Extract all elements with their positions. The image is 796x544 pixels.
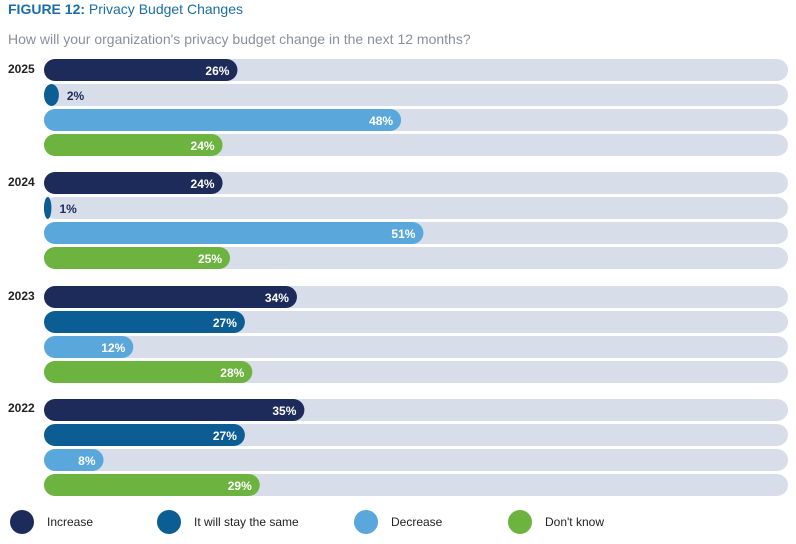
data-label-2023-increase: 34% (265, 291, 289, 305)
chart-title: FIGURE 12: Privacy Budget Changes (8, 1, 243, 17)
data-label-2025-dont_know: 24% (191, 139, 215, 153)
bar-2024-increase (44, 172, 223, 194)
bar-track-2022-decrease (44, 449, 788, 471)
legend-label-decrease: Decrease (391, 515, 443, 529)
bar-chart: 2025 26% 2% 48% 24% 2024 24% 1% 51% 25% 2023 34% 27%… (8, 59, 788, 496)
legend-label-increase: Increase (47, 515, 94, 529)
chart-subtitle: How will your organization's privacy bud… (8, 31, 471, 47)
legend-swatch-dont-know (508, 510, 532, 534)
bar-2022-same (44, 424, 245, 446)
year-label-2025: 2025 (8, 62, 35, 76)
legend-swatch-decrease (354, 510, 378, 534)
data-label-2024-increase: 24% (191, 177, 215, 191)
title-text: Privacy Budget Changes (88, 1, 243, 17)
legend-item-decrease: Decrease (354, 508, 442, 536)
year-label-2022: 2022 (8, 401, 35, 415)
bar-2023-dont_know (44, 361, 253, 383)
chart-legend: Increase It will stay the same Decrease … (0, 508, 796, 536)
data-label-2023-same: 27% (213, 316, 237, 330)
legend-swatch-increase (10, 510, 34, 534)
bar-track-2025-dont_know (44, 134, 788, 156)
bar-2024-decrease (44, 222, 424, 244)
data-label-2023-dont_know: 28% (220, 366, 244, 380)
data-label-2025-same: 2% (67, 89, 85, 103)
data-label-2023-decrease: 12% (101, 341, 125, 355)
bar-2023-decrease (44, 336, 134, 358)
bar-2025-decrease (44, 109, 402, 131)
legend-item-increase: Increase (10, 508, 93, 536)
data-label-2022-same: 27% (213, 429, 237, 443)
bar-track-2024-same (44, 197, 788, 219)
figure-label: FIGURE 12: (8, 1, 86, 17)
bar-2024-dont_know (44, 247, 230, 269)
bar-track-2024-dont_know (44, 247, 788, 269)
data-label-2022-increase: 35% (272, 404, 296, 418)
bar-2023-increase (44, 286, 297, 308)
data-label-2022-decrease: 8% (78, 454, 96, 468)
bar-2025-dont_know (44, 134, 223, 156)
data-label-2024-dont_know: 25% (198, 252, 222, 266)
year-label-2024: 2024 (8, 175, 35, 189)
year-label-2023: 2023 (8, 289, 35, 303)
legend-item-same: It will stay the same (157, 508, 299, 536)
legend-swatch-same (157, 510, 181, 534)
data-label-2024-same: 1% (59, 202, 77, 216)
bar-track-2023-decrease (44, 336, 788, 358)
bar-2023-same (44, 311, 245, 333)
legend-item-dont-know: Don't know (508, 508, 604, 536)
legend-label-dont-know: Don't know (545, 515, 604, 529)
data-label-2022-dont_know: 29% (228, 479, 252, 493)
legend-label-same: It will stay the same (194, 515, 299, 529)
data-label-2024-decrease: 51% (391, 227, 415, 241)
bar-2022-decrease (44, 449, 104, 471)
data-label-2025-decrease: 48% (369, 114, 393, 128)
bar-track-2024-increase (44, 172, 788, 194)
bar-2022-dont_know (44, 474, 260, 496)
bar-2024-same (44, 197, 52, 219)
bar-2025-increase (44, 59, 238, 81)
bar-2025-same (44, 84, 59, 106)
bar-2022-increase (44, 399, 305, 421)
data-label-2025-increase: 26% (205, 64, 229, 78)
bar-track-2025-same (44, 84, 788, 106)
